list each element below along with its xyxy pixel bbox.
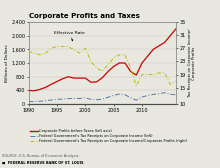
Text: Corporate Profits and Taxes: Corporate Profits and Taxes <box>29 13 139 19</box>
Text: Effective Rate: Effective Rate <box>54 31 85 41</box>
Text: ■  FEDERAL RESERVE BANK OF ST. LOUIS: ■ FEDERAL RESERVE BANK OF ST. LOUIS <box>2 161 84 165</box>
Y-axis label: Tax Receipts on Corporate Income/
Corporate Profits: Tax Receipts on Corporate Income/ Corpor… <box>188 29 196 97</box>
Y-axis label: Billions of Dollars: Billions of Dollars <box>5 44 9 82</box>
Text: SOURCE: U.S. Bureau of Economic Analysis.: SOURCE: U.S. Bureau of Economic Analysis… <box>2 154 80 158</box>
Legend: Corporate Profits before Taxes (left axis), Federal Government's Tax Receipts on: Corporate Profits before Taxes (left axi… <box>30 129 187 143</box>
